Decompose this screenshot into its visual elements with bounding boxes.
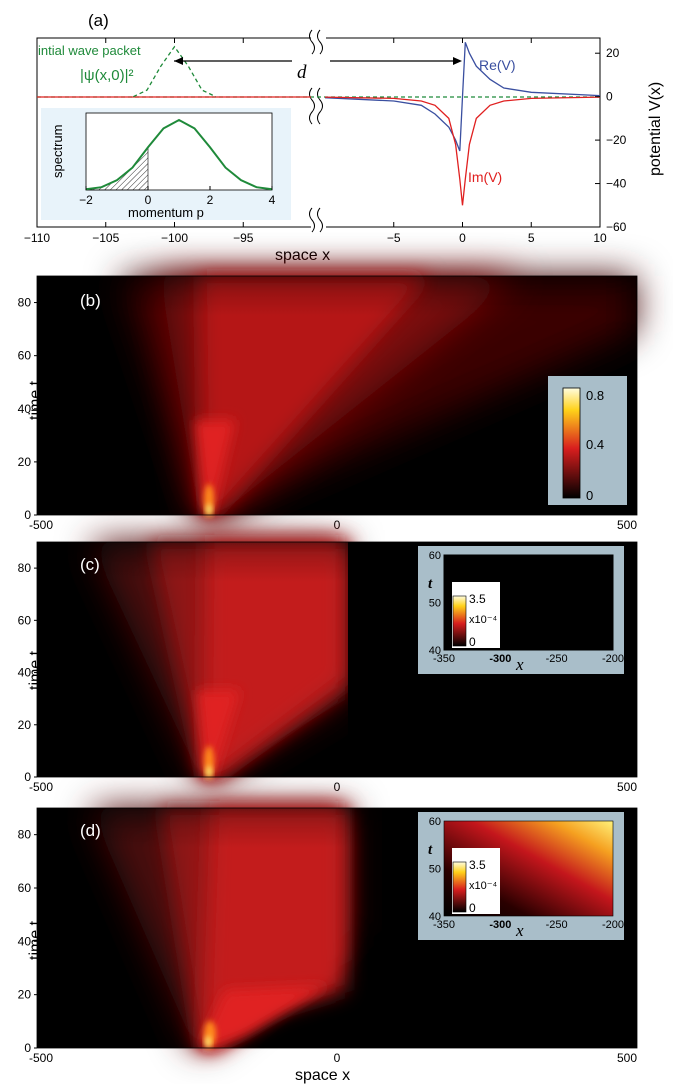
spectrum-inset-plot	[86, 113, 272, 190]
a-ytick-label: 0	[606, 90, 613, 104]
inset-ytick-label: 50	[429, 598, 441, 610]
heatmap-ytick-label: 80	[18, 296, 32, 310]
a-xtick-label: −100	[161, 231, 188, 245]
heatmap-xtick-label: 500	[617, 518, 637, 532]
panel-a-xlabel: space x	[275, 247, 330, 264]
panel-a: (a) d intial wave packet |ψ(x,0)|² Re(V)	[24, 11, 664, 264]
heatmap-xtick-label: 500	[617, 780, 637, 794]
spectrum-ylabel: spectrum	[50, 125, 65, 178]
heatmap-ytick-label: 80	[18, 828, 32, 842]
psi-label: |ψ(x,0)|²	[80, 67, 133, 84]
heatmap-ytick-label: 20	[18, 718, 32, 732]
panel-b-label: (b)	[80, 291, 101, 310]
colorbar-b-scale	[563, 388, 580, 498]
a-xtick-label: 0	[459, 231, 466, 245]
panel-d-xlabel: space x	[295, 1067, 350, 1084]
heatmap-xtick-label: -500	[29, 780, 53, 794]
inset-xtick-label: -300	[489, 919, 511, 931]
heatmap-xtick-label: 0	[334, 780, 341, 794]
heatmap-xtick-label: 0	[334, 1051, 341, 1065]
a-xtick-label: −105	[92, 231, 119, 245]
inset-ytick-label: 60	[429, 816, 441, 828]
inset-xtick-label: -250	[546, 919, 568, 931]
distance-label: d	[297, 62, 307, 83]
panel-c: (c) 3.5 x10⁻⁴ 0 t x -350 -300 -250 -200 60 50…	[18, 542, 638, 794]
panel-c-label: (c)	[80, 555, 100, 574]
spectrum-inset: spectrum momentum p −2 0 2 4	[41, 108, 291, 220]
heatmap-ytick-label: 40	[18, 402, 32, 416]
a-ytick-label: −20	[606, 133, 627, 147]
inset-ytick-label: 40	[429, 911, 441, 923]
colorbar-b-tick-high: 0.8	[586, 388, 604, 403]
inset-d-cb-high: 3.5	[469, 858, 486, 872]
inset-d: 3.5 x10⁻⁴ 0 t x -350 -300 -250 -200 60 50 40	[418, 812, 624, 940]
inset-xtick-label: -300	[489, 653, 511, 665]
inset-xtick-label: -200	[602, 919, 624, 931]
heatmap-ytick-label: 60	[18, 349, 32, 363]
heatmap-ytick-label: 60	[18, 881, 32, 895]
heatmap-ytick-label: 0	[24, 508, 31, 522]
heatmap-ytick-label: 20	[18, 455, 32, 469]
panel-d: (d) 3.5 x10⁻⁴ 0 t x -350 -300 -250 -200 60 50…	[18, 808, 638, 1084]
heatmap-xtick-label: 500	[617, 1051, 637, 1065]
spectrum-xlabel: momentum p	[128, 205, 204, 220]
heatmap-xtick-label: 0	[334, 518, 341, 532]
heatmap-ytick-label: 0	[24, 1041, 31, 1055]
inset-c-cb-low: 0	[469, 635, 476, 649]
a-xtick-label: 10	[593, 231, 607, 245]
heatmap-ytick-label: 20	[18, 988, 32, 1002]
wave-packet-label: intial wave packet	[38, 43, 141, 58]
spectrum-xtick-label: 0	[145, 193, 152, 207]
inset-xtick-label: -250	[546, 653, 568, 665]
a-xtick-label: −95	[233, 231, 254, 245]
axis-break-gap	[311, 30, 326, 236]
heatmap-ytick-label: 60	[18, 613, 32, 627]
spectrum-xtick-label: 2	[207, 193, 214, 207]
panel-a-label: (a)	[88, 11, 109, 30]
a-ytick-label: −40	[606, 177, 627, 191]
inset-xtick-label: -200	[602, 653, 624, 665]
colorbar-b: 0.8 0.4 0	[548, 376, 627, 505]
inset-d-cb-low: 0	[469, 901, 476, 915]
inset-ytick-label: 40	[429, 645, 441, 657]
a-ytick-label: −60	[606, 220, 627, 234]
colorbar-b-tick-low: 0	[586, 488, 593, 503]
inset-ytick-label: 50	[429, 864, 441, 876]
im-label: Im(V)	[468, 169, 502, 185]
inset-c-cb-high: 3.5	[469, 592, 486, 606]
heatmap-ytick-label: 40	[18, 934, 32, 948]
colorbar-b-tick-mid: 0.4	[586, 437, 604, 452]
panel-d-label: (d)	[80, 821, 101, 840]
heatmap-ytick-label: 40	[18, 666, 32, 680]
a-xtick-label: −5	[387, 231, 401, 245]
re-label: Re(V)	[479, 57, 516, 73]
curve-wave-packet	[133, 47, 216, 97]
heatmap-xtick-label: -500	[29, 518, 53, 532]
inset-c-xlabel: x	[515, 655, 524, 674]
curve-im	[325, 97, 600, 205]
heatmap-ytick-label: 80	[18, 561, 32, 575]
inset-c-cb-exp: x10⁻⁴	[469, 614, 498, 626]
spectrum-xtick-label: 4	[269, 193, 276, 207]
panel-a-right-frame	[325, 38, 600, 227]
inset-ytick-label: 60	[429, 550, 441, 562]
inset-c-colorbar	[453, 596, 466, 646]
a-ytick-label: 20	[606, 46, 620, 60]
panel-a-ylabel: potential V(x)	[647, 82, 664, 176]
inset-d-colorbar	[453, 862, 466, 912]
spectrum-xtick-label: −2	[79, 193, 93, 207]
a-xtick-label: 5	[528, 231, 535, 245]
heatmap-xtick-label: -500	[29, 1051, 53, 1065]
inset-d-cb-exp: x10⁻⁴	[469, 880, 498, 892]
inset-c: 3.5 x10⁻⁴ 0 t x -350 -300 -250 -200605040	[418, 546, 624, 674]
a-xtick-label: −110	[24, 231, 50, 245]
inset-d-xlabel: x	[515, 921, 524, 940]
heatmap-ytick-label: 0	[24, 770, 31, 784]
